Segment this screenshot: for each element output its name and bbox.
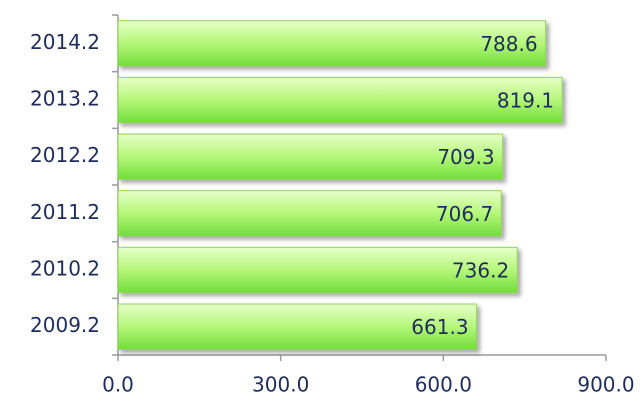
data-label: 736.2 <box>452 259 509 283</box>
y-tick-label: 2009.2 <box>30 313 100 337</box>
x-tick-label: 900.0 <box>577 373 634 397</box>
x-tick-label: 300.0 <box>252 373 309 397</box>
data-label: 819.1 <box>497 89 554 113</box>
y-tick-label: 2012.2 <box>30 143 100 167</box>
data-label: 706.7 <box>436 202 493 226</box>
y-tick-label: 2014.2 <box>30 30 100 54</box>
bar <box>117 190 502 237</box>
bar <box>117 303 478 350</box>
bar <box>117 20 547 67</box>
y-tick-label: 2010.2 <box>30 257 100 281</box>
x-tick-label: 0.0 <box>102 373 134 397</box>
bar <box>117 133 504 180</box>
x-tick-label: 600.0 <box>415 373 472 397</box>
data-label: 709.3 <box>437 145 494 169</box>
data-label: 661.3 <box>411 315 468 339</box>
y-tick-label: 2011.2 <box>30 200 100 224</box>
bar <box>117 246 518 294</box>
data-label: 788.6 <box>480 32 537 56</box>
bar <box>117 76 563 124</box>
y-tick-label: 2013.2 <box>30 87 100 111</box>
